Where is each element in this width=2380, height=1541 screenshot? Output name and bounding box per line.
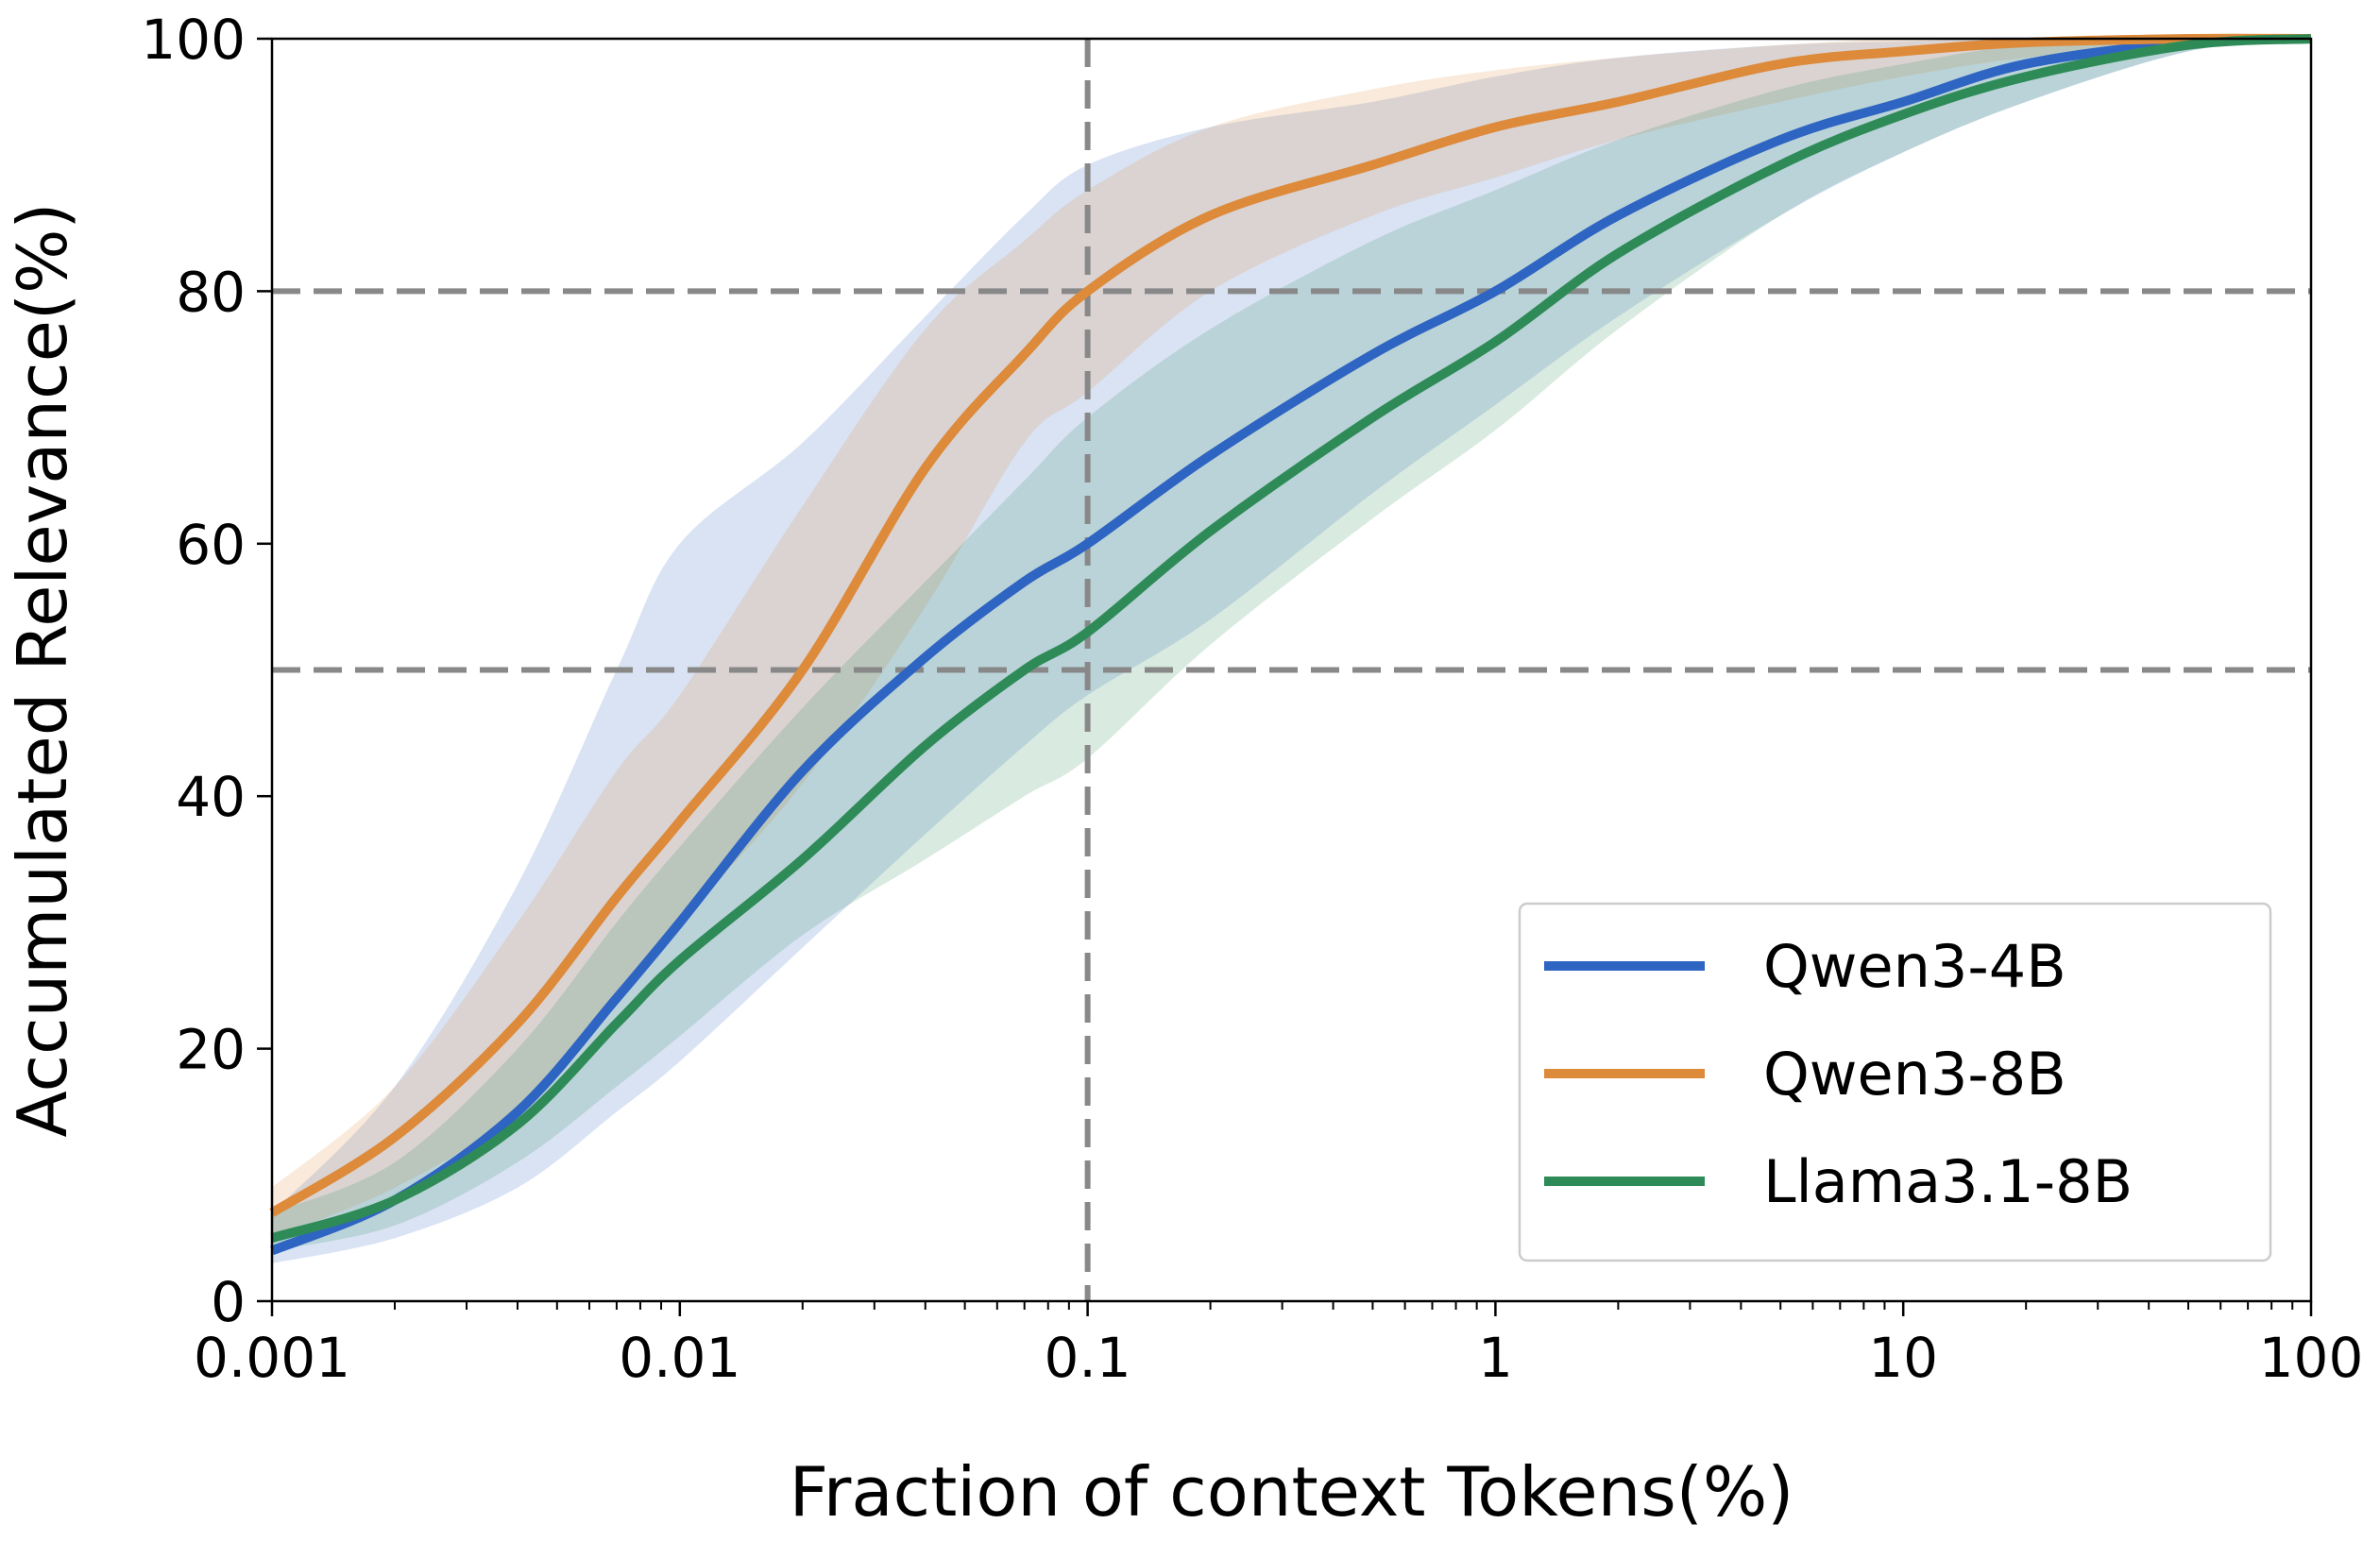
y-tick-label: 100 (141, 8, 246, 72)
y-tick-label: 40 (176, 765, 246, 829)
x-tick-label: 100 (2259, 1326, 2364, 1390)
x-tick-label: 0.1 (1044, 1326, 1130, 1390)
y-tick-label: 0 (211, 1270, 246, 1334)
legend-label: Qwen3-4B (1763, 932, 2066, 1001)
line-qwen3-4b (270, 34, 2312, 1256)
series-lines (269, 33, 2312, 1256)
confidence-bands (272, 38, 2311, 1263)
x-tick-label: 1 (1478, 1326, 1513, 1390)
y-tick-label: 80 (176, 260, 246, 324)
x-tick-label: 0.001 (194, 1326, 350, 1390)
legend-box (1518, 902, 2272, 1262)
reference-lines (272, 39, 2311, 1301)
band-qwen3-4b (272, 38, 2311, 1263)
band-qwen3-8b (272, 38, 2311, 1239)
y-axis-ticks: 0 20 40 60 80 100 (141, 8, 272, 1334)
band-llama3-1-8b (272, 38, 2311, 1251)
y-tick-label: 60 (176, 513, 246, 577)
line-qwen3-8b (269, 33, 2312, 1217)
legend: Qwen3-4B Qwen3-8B Llama3.1-8B (1518, 902, 2272, 1262)
legend-label: Llama3.1-8B (1763, 1147, 2133, 1216)
y-tick-label: 20 (176, 1018, 246, 1082)
x-axis-ticks: 0.001 0.01 0.1 1 10 100 (194, 1301, 2363, 1390)
plot-frame (270, 37, 2313, 1303)
x-axis-label: Fraction of context Tokens(%) (790, 1452, 1794, 1532)
x-tick-label: 10 (1868, 1326, 1938, 1390)
legend-label: Qwen3-8B (1763, 1040, 2066, 1109)
x-tick-label: 0.01 (619, 1326, 740, 1390)
line-llama3-1-8b (270, 34, 2312, 1243)
y-axis-label: Accumulated Relevance(%) (3, 202, 82, 1137)
